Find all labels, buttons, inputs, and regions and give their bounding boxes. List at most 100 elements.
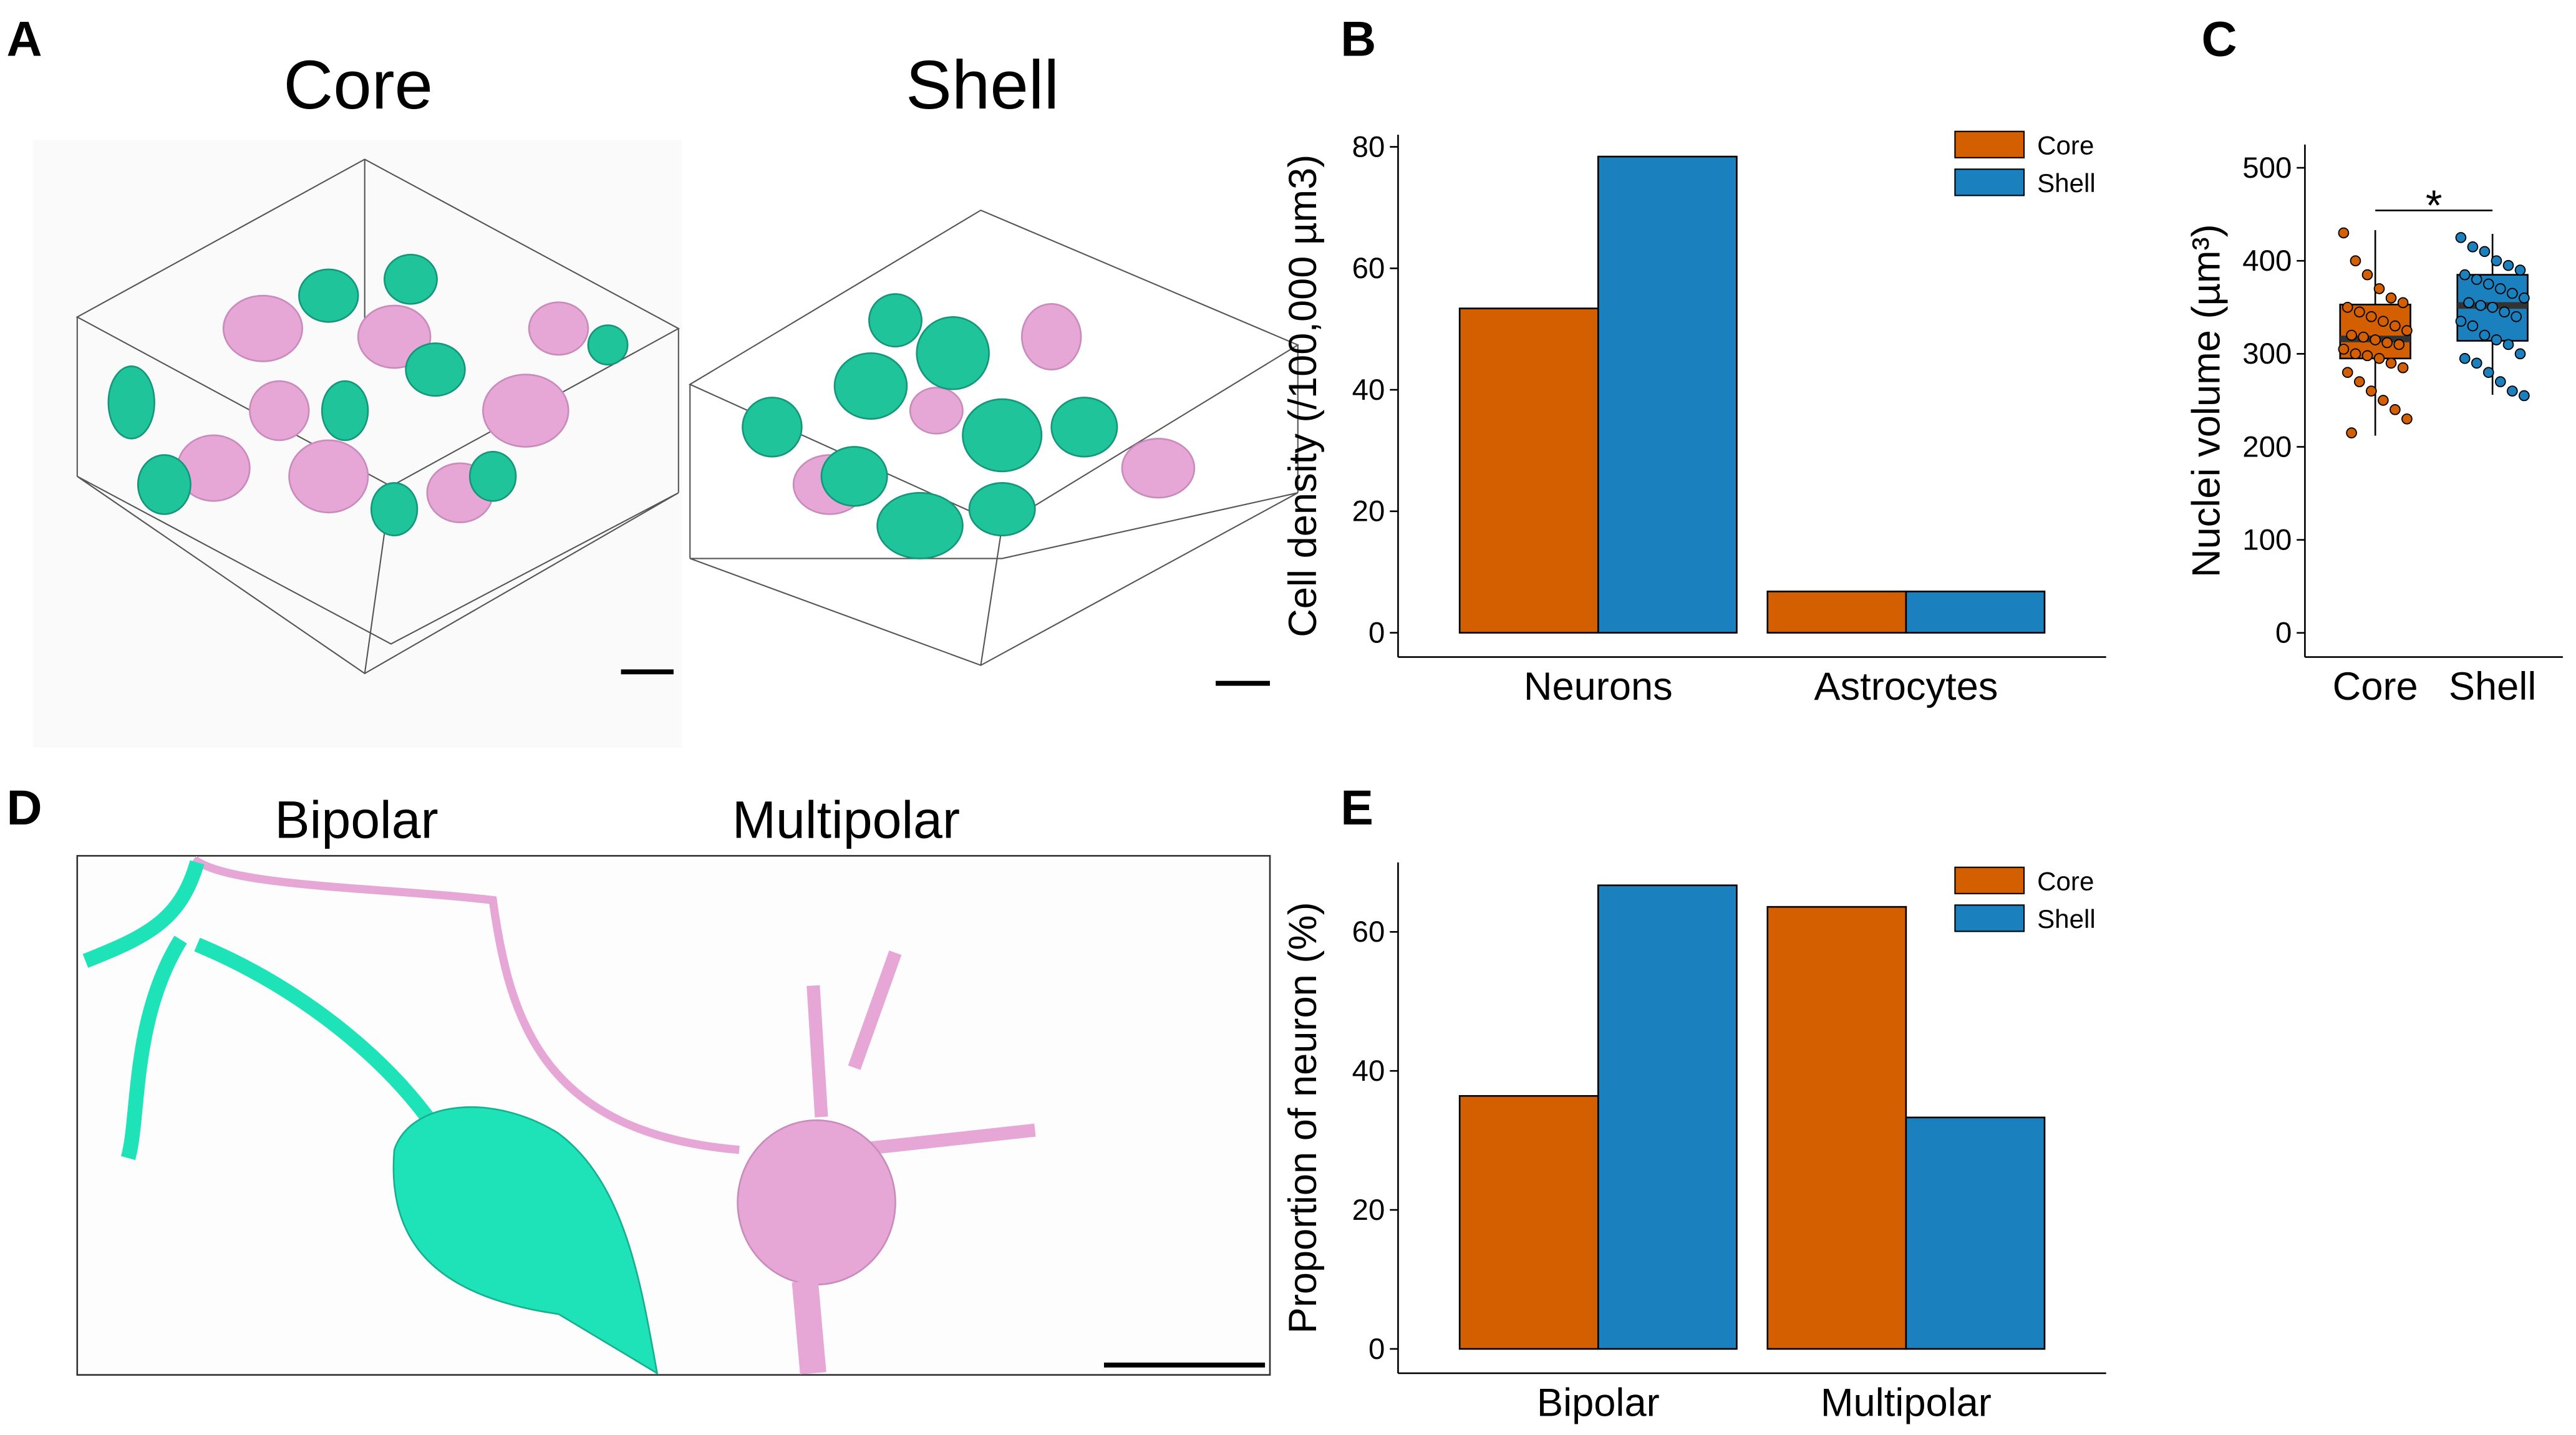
x-tick-label: Multipolar xyxy=(1821,1381,1992,1424)
data-point xyxy=(2361,269,2373,281)
data-point xyxy=(2373,283,2385,294)
render-neurons xyxy=(76,854,1271,1376)
data-point xyxy=(2479,246,2491,258)
panel-label: C xyxy=(2201,11,2237,67)
bar xyxy=(1905,591,2046,634)
data-point xyxy=(2507,385,2518,397)
data-point xyxy=(2499,306,2511,318)
data-point xyxy=(2353,376,2365,387)
data-point xyxy=(2455,316,2467,327)
data-point xyxy=(2366,311,2377,322)
image-title: Bipolar xyxy=(274,790,438,849)
data-point xyxy=(2507,287,2518,299)
data-point xyxy=(2514,264,2526,276)
bar xyxy=(1458,1094,1599,1350)
data-point xyxy=(2373,352,2385,364)
data-point xyxy=(2361,350,2373,362)
y-tick-label: 100 xyxy=(2242,523,2292,556)
data-point xyxy=(2390,320,2401,332)
legend-label: Shell xyxy=(2037,904,2096,934)
data-point xyxy=(2471,274,2482,285)
data-point xyxy=(2455,232,2467,243)
panel-label: D xyxy=(7,780,42,835)
data-point xyxy=(2479,329,2491,341)
y-tick-label: 200 xyxy=(2242,430,2292,463)
data-point xyxy=(2370,334,2381,345)
y-tick-label: 0 xyxy=(2275,617,2292,650)
data-point xyxy=(2341,301,2353,313)
y-tick-label: 40 xyxy=(1352,374,1385,407)
data-point xyxy=(2491,255,2502,267)
data-point xyxy=(2502,339,2514,350)
data-point xyxy=(2463,297,2474,309)
data-point xyxy=(2390,404,2401,415)
image-title: Core xyxy=(283,47,433,123)
data-point xyxy=(2346,427,2357,438)
data-point xyxy=(2482,278,2494,290)
data-point xyxy=(2491,334,2502,345)
y-tick-label: 500 xyxy=(2242,152,2292,185)
data-point xyxy=(2393,339,2405,350)
x-tick-label: Bipolar xyxy=(1537,1381,1660,1424)
bar xyxy=(1905,1116,2046,1350)
legend-swatch xyxy=(1954,904,2025,932)
data-point xyxy=(2338,344,2350,355)
data-point xyxy=(2495,376,2506,387)
data-point xyxy=(2519,292,2530,304)
data-point xyxy=(2378,395,2389,406)
legend-swatch xyxy=(1954,130,2025,158)
data-point xyxy=(2397,362,2409,374)
y-tick-label: 60 xyxy=(1352,252,1385,285)
legend-label: Shell xyxy=(2037,168,2096,198)
data-point xyxy=(2467,320,2479,332)
render-shell xyxy=(688,209,1300,686)
data-point xyxy=(2385,292,2397,304)
data-point xyxy=(2502,259,2514,271)
data-point xyxy=(2482,367,2494,379)
y-tick-label: 0 xyxy=(1368,1333,1385,1366)
data-point xyxy=(2495,283,2506,294)
data-point xyxy=(2378,316,2389,327)
x-tick-label: Shell xyxy=(2449,665,2537,708)
data-point xyxy=(2338,227,2350,239)
y-tick-label: 300 xyxy=(2242,337,2292,370)
data-point xyxy=(2401,325,2413,336)
y-tick-label: 40 xyxy=(1352,1055,1385,1088)
y-tick-label: 20 xyxy=(1352,1194,1385,1227)
panel-label: A xyxy=(7,11,42,67)
legend-swatch xyxy=(1954,866,2025,894)
y-tick-label: 0 xyxy=(1368,616,1385,649)
y-axis-label: Cell density (/100,000 µm3) xyxy=(1281,155,1325,637)
data-point xyxy=(2350,255,2361,267)
x-tick-label: Astrocytes xyxy=(1814,665,1998,708)
data-point xyxy=(2385,357,2397,369)
data-point xyxy=(2341,367,2353,379)
data-point xyxy=(2511,311,2522,322)
legend-label: Core xyxy=(2037,867,2094,896)
data-point xyxy=(2366,385,2377,397)
data-point xyxy=(2397,297,2409,309)
panel-label: B xyxy=(1340,11,1376,67)
bar xyxy=(1597,884,1738,1350)
data-point xyxy=(2467,241,2479,253)
data-point xyxy=(2459,269,2471,281)
bar xyxy=(1597,155,1738,634)
data-point xyxy=(2475,299,2486,311)
data-point xyxy=(2519,390,2530,402)
significance-label: * xyxy=(2426,181,2443,230)
x-tick-label: Neurons xyxy=(1524,665,1673,708)
y-axis-label: Nuclei volume (µm³) xyxy=(2184,224,2228,577)
data-point xyxy=(2401,413,2413,425)
bar xyxy=(1766,906,1907,1350)
data-point xyxy=(2353,306,2365,318)
y-tick-label: 60 xyxy=(1352,916,1385,949)
data-point xyxy=(2471,357,2482,369)
panel-label: E xyxy=(1340,780,1373,835)
bar xyxy=(1458,307,1599,634)
legend-label: Core xyxy=(2037,131,2094,160)
data-point xyxy=(2350,348,2361,360)
data-point xyxy=(2346,329,2357,341)
data-point xyxy=(2487,301,2498,313)
data-point xyxy=(2358,331,2369,343)
